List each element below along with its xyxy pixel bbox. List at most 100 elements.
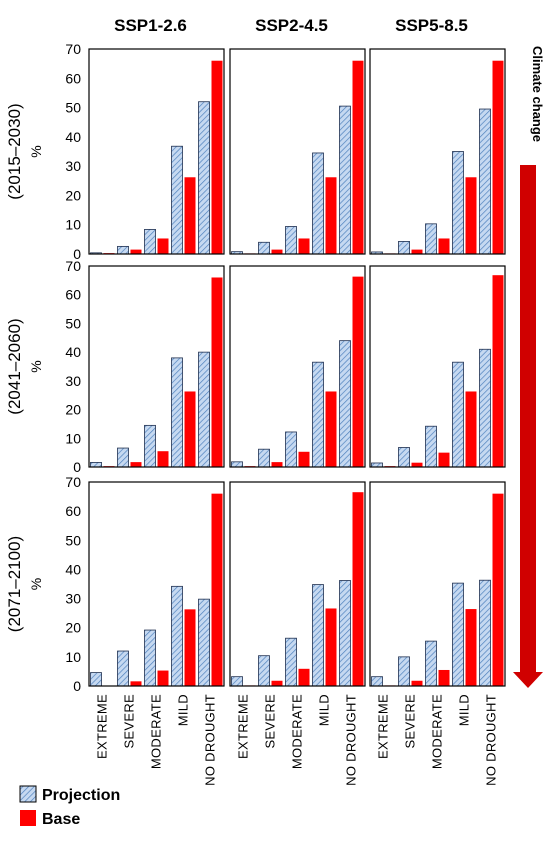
bar-projection-extreme — [231, 676, 243, 687]
bar-base-severe — [271, 680, 283, 686]
panel-frame — [88, 481, 225, 687]
bar-projection-no-drought — [339, 340, 351, 468]
y-tick-label: 10 — [65, 649, 81, 665]
category-label-extreme: EXTREME — [95, 694, 110, 759]
y-tick-label: 20 — [65, 402, 81, 418]
bar-base-moderate — [438, 669, 450, 686]
bar-base-no-drought — [492, 275, 504, 467]
bar-base-severe — [130, 462, 142, 467]
y-tick-label: 40 — [65, 561, 81, 577]
bar-base-severe — [411, 249, 423, 254]
y-tick-label: 30 — [65, 158, 81, 174]
y-tick-label: 40 — [65, 129, 81, 145]
bar-projection-mild — [312, 584, 324, 687]
category-label-mild: MILD — [457, 694, 472, 726]
category-label-moderate: MODERATE — [290, 694, 305, 769]
bar-base-mild — [184, 609, 196, 686]
bar-base-moderate — [438, 452, 450, 467]
category-label-no-drought: NO DROUGHT — [344, 694, 359, 786]
bar-base-no-drought — [211, 277, 223, 467]
bar-base-mild — [325, 391, 337, 467]
y-tick-label: 40 — [65, 344, 81, 360]
bar-base-moderate — [157, 451, 169, 467]
bar-base-moderate — [438, 238, 450, 254]
bar-base-mild — [465, 391, 477, 467]
bar-base-no-drought — [211, 60, 223, 254]
y-tick-label: 60 — [65, 287, 81, 303]
category-label-mild: MILD — [317, 694, 332, 726]
bar-projection-extreme — [231, 461, 243, 468]
category-label-extreme: EXTREME — [376, 694, 391, 759]
y-tick-label: 10 — [65, 430, 81, 446]
bar-base-no-drought — [211, 493, 223, 686]
row-period-label: (2071–2100) — [5, 536, 24, 632]
y-axis-label: % — [28, 360, 44, 372]
y-tick-label: 70 — [65, 474, 81, 490]
bar-projection-severe — [258, 655, 270, 687]
bar-projection-mild — [171, 357, 183, 468]
y-tick-label: 50 — [65, 315, 81, 331]
bar-projection-moderate — [144, 629, 156, 687]
climate-change-arrow-head — [513, 672, 543, 688]
legend-base-swatch — [20, 810, 36, 826]
bar-projection-no-drought — [339, 105, 351, 255]
bar-base-moderate — [298, 451, 310, 467]
panel-frame — [229, 481, 366, 687]
bar-base-no-drought — [352, 276, 364, 467]
bar-projection-extreme — [90, 672, 102, 687]
column-title-ssp2-4-5: SSP2-4.5 — [255, 16, 328, 35]
bar-projection-moderate — [285, 637, 297, 687]
panel-frame — [369, 481, 506, 687]
bar-base-no-drought — [352, 60, 364, 254]
bar-base-severe — [130, 249, 142, 254]
y-tick-label: 0 — [73, 246, 81, 262]
y-tick-label: 70 — [65, 258, 81, 274]
climate-change-arrow-shaft — [520, 165, 536, 673]
y-tick-label: 50 — [65, 100, 81, 116]
legend-projection-label: Projection — [42, 787, 120, 804]
category-label-extreme: EXTREME — [236, 694, 251, 759]
bar-projection-mild — [312, 361, 324, 468]
bar-projection-mild — [171, 145, 183, 255]
bar-base-moderate — [298, 668, 310, 686]
y-tick-label: 0 — [73, 678, 81, 694]
bar-base-mild — [465, 609, 477, 686]
bar-projection-moderate — [285, 226, 297, 255]
bar-projection-no-drought — [198, 598, 210, 687]
bar-projection-moderate — [144, 424, 156, 468]
bar-projection-extreme — [371, 676, 383, 687]
bar-base-severe — [411, 462, 423, 467]
bar-projection-no-drought — [479, 348, 491, 468]
bar-base-no-drought — [352, 492, 364, 686]
climate-change-label: Climate change — [530, 46, 545, 142]
legend-base-label: Base — [42, 811, 80, 828]
bar-projection-severe — [117, 245, 129, 255]
category-label-severe: SEVERE — [122, 694, 137, 749]
bar-projection-severe — [258, 241, 270, 255]
row-period-label: (2015–2030) — [5, 103, 24, 199]
bar-projection-severe — [398, 656, 410, 687]
y-tick-label: 30 — [65, 591, 81, 607]
bar-base-mild — [325, 608, 337, 686]
bar-projection-severe — [117, 447, 129, 468]
column-title-ssp5-8-5: SSP5-8.5 — [395, 16, 468, 35]
bar-projection-no-drought — [339, 580, 351, 687]
y-axis-label: % — [28, 145, 44, 157]
y-tick-label: 70 — [65, 41, 81, 57]
bar-projection-extreme — [371, 462, 383, 468]
bar-projection-mild — [452, 582, 464, 687]
y-tick-label: 50 — [65, 532, 81, 548]
y-axis-label: % — [28, 578, 44, 590]
bar-projection-severe — [398, 241, 410, 255]
bar-projection-mild — [312, 152, 324, 255]
category-label-no-drought: NO DROUGHT — [484, 694, 499, 786]
category-label-mild: MILD — [176, 694, 191, 726]
bar-projection-no-drought — [198, 351, 210, 468]
bar-base-moderate — [298, 238, 310, 254]
bar-base-mild — [465, 177, 477, 254]
category-label-moderate: MODERATE — [149, 694, 164, 769]
bar-projection-severe — [258, 448, 270, 468]
bar-projection-moderate — [425, 640, 437, 687]
bar-projection-severe — [398, 447, 410, 468]
